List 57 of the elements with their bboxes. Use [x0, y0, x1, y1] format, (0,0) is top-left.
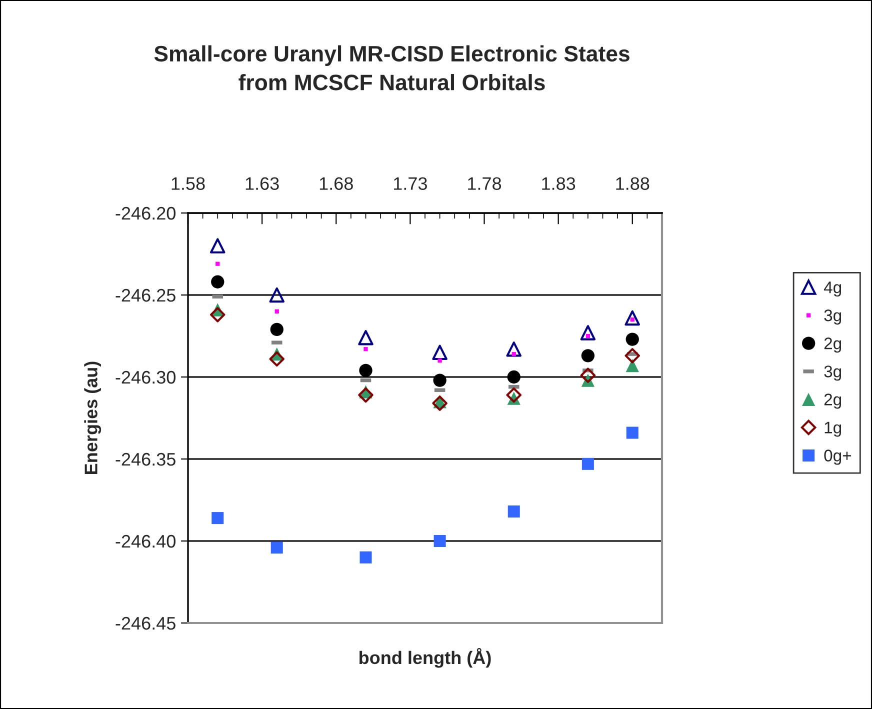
point: [210, 307, 226, 322]
point: [359, 364, 372, 378]
x-tick-label: 1.83: [542, 177, 576, 190]
point: [360, 551, 372, 564]
point: [580, 368, 596, 383]
point: [624, 310, 640, 326]
point: [269, 351, 285, 367]
point: [506, 387, 522, 403]
point: [270, 542, 283, 554]
point: [358, 387, 374, 403]
point: [438, 358, 442, 363]
y-axis-title: Energies (au): [84, 362, 102, 474]
x-tick-label: 1.78: [468, 177, 502, 190]
x-axis-title: bond length (Å): [360, 648, 491, 668]
legend-label: 3g: [824, 366, 842, 381]
point: [434, 534, 446, 548]
point: [626, 426, 638, 439]
point: [580, 325, 596, 340]
y-tick-label: -246.25: [116, 288, 176, 302]
point: [582, 458, 594, 470]
point: [626, 358, 639, 372]
point: [507, 370, 520, 384]
x-tick-label: 1.58: [172, 177, 205, 190]
point: [274, 309, 279, 314]
legend-label: 3g: [824, 310, 842, 325]
x-tick-label: 1.63: [246, 177, 279, 190]
point: [581, 349, 595, 362]
point: [508, 505, 520, 518]
legend-label: 2g: [824, 338, 842, 353]
point: [432, 344, 448, 360]
point: [364, 347, 368, 352]
point: [512, 352, 516, 356]
x-tick-label: 1.68: [320, 177, 353, 190]
legend-label: 1g: [824, 422, 842, 437]
y-tick-label: -246.40: [116, 534, 176, 548]
point: [211, 275, 224, 288]
point: [433, 374, 446, 387]
point: [586, 334, 590, 338]
y-tick-label: -246.35: [116, 452, 176, 466]
point: [269, 287, 285, 303]
y-tick-label: -246.30: [116, 370, 176, 384]
point: [210, 238, 226, 254]
x-tick-label: 1.73: [394, 177, 427, 190]
point: [270, 322, 284, 336]
point: [624, 348, 640, 364]
legend-label: 2g: [824, 394, 842, 409]
point: [506, 341, 522, 357]
point: [358, 330, 374, 346]
point: [212, 512, 224, 524]
y-tick-label: -246.20: [116, 206, 176, 220]
point: [216, 262, 220, 266]
y-tick-label: -246.45: [116, 616, 176, 630]
x-tick-label: 1.88: [616, 177, 650, 190]
point: [626, 332, 639, 346]
legend-label: 4g: [824, 282, 842, 297]
legend-label: 0g+: [824, 450, 852, 465]
chart-title: Small-core Uranyl MR-CISD Electronic States from MCSCF Natural Orbitals: [154, 45, 630, 90]
